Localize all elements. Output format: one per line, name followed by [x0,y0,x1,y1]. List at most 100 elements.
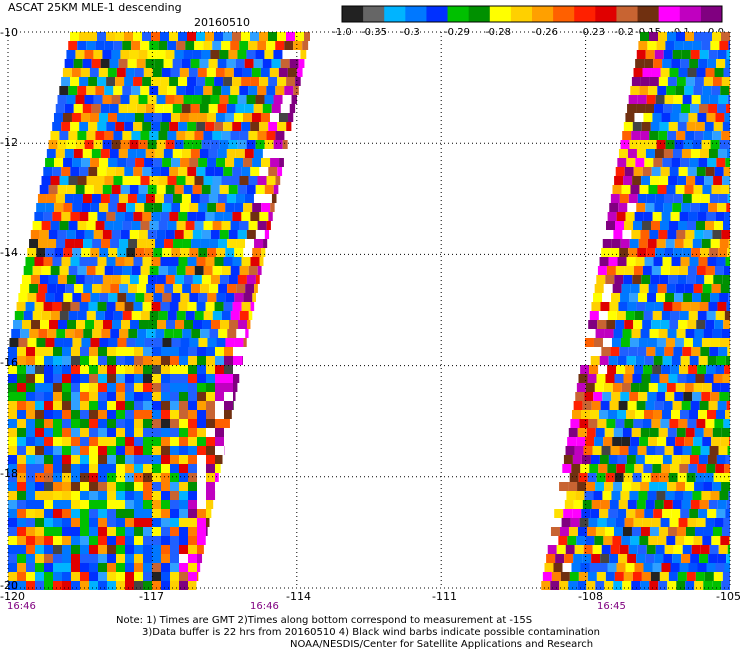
swath-cell [223,212,232,221]
swath-cell [702,185,711,194]
swath-cell [275,86,284,95]
swath-cell [621,437,630,446]
footnote-line-3: NOAA/NESDIS/Center for Satellite Applica… [290,639,593,651]
swath-cell [254,149,263,158]
swath-cell [53,401,62,410]
swath-cell [114,176,123,185]
swath-cell [161,518,170,527]
swath-cell [633,221,642,230]
swath-cell [40,185,49,194]
swath-cell [224,374,233,383]
swath-cell [233,401,234,410]
swath-cell [643,266,652,275]
swath-cell [80,428,89,437]
swath-cell [686,428,695,437]
swath-cell [74,284,83,293]
swath-cell [657,185,666,194]
swath-cell [672,554,681,563]
swath-cell [171,203,180,212]
swath-cell [132,176,141,185]
swath-cell [654,257,663,266]
swath-cell [677,176,686,185]
swath-cell [651,320,660,329]
swath-cell [146,104,155,113]
swath-cell [121,185,130,194]
swath-cell [681,554,690,563]
swath-cell [691,149,700,158]
swath-cell [89,545,98,554]
swath-cell [606,221,615,230]
swath-cell [653,59,662,68]
swath-cell [116,527,125,536]
swath-cell [180,68,189,77]
swath-cell [90,203,99,212]
swath-cell [638,491,647,500]
swath-cell [268,32,277,41]
swath-cell [80,455,89,464]
swath-cell [284,86,293,95]
swath-cell [687,320,696,329]
swath-cell [137,284,146,293]
swath-cell [635,59,644,68]
swath-cell [26,401,35,410]
swath-cell [661,167,670,176]
swath-cell [707,59,716,68]
swath-cell [143,563,152,572]
swath-cell [267,176,276,185]
swath-cell [116,563,125,572]
swath-cell [227,59,236,68]
swath-cell [233,383,237,392]
swath-cell [652,167,661,176]
swath-cell [101,239,110,248]
swath-cell [724,518,730,527]
swath-cell [562,518,571,527]
swath-cell [89,356,98,365]
swath-cell [646,149,655,158]
swath-cell [265,95,274,104]
swath-cell [587,428,596,437]
swath-cell [559,581,568,590]
swath-cell [222,311,231,320]
swath-cell [63,338,72,347]
swath-cell [189,248,198,257]
swath-cell [626,158,635,167]
swath-cell [245,194,254,203]
swath-cell [65,284,74,293]
swath-cell [694,284,703,293]
swath-cell [128,284,137,293]
swath-cell [629,491,638,500]
swath-cell [191,149,200,158]
swath-cell [254,104,263,113]
swath-cell [179,401,188,410]
swath-cell [76,140,85,149]
swath-cell [689,410,698,419]
swath-cell [595,482,604,491]
swath-cell [719,194,728,203]
swath-cell [193,320,202,329]
swath-cell [684,140,693,149]
swath-cell [726,257,730,266]
swath-cell [724,68,730,77]
swath-cell [124,167,133,176]
swath-cell [243,338,246,347]
swath-cell [590,509,599,518]
swath-cell [712,230,721,239]
lat-tick-label: -12 [0,137,18,149]
swath-cell [697,365,706,374]
swath-cell [594,338,603,347]
swath-cell [35,473,44,482]
swath-cell [667,131,676,140]
swath-cell [257,131,266,140]
swath-cell [686,275,695,284]
swath-cell [116,410,125,419]
swath-cell [612,536,621,545]
swath-cell [604,581,613,590]
swath-cell [715,464,724,473]
swath-cell [234,248,243,257]
swath-cell [62,383,71,392]
swath-cell [617,311,626,320]
swath-cell [92,104,101,113]
swath-cell [52,122,61,131]
swath-cell [124,32,133,41]
swath-cell [618,302,627,311]
